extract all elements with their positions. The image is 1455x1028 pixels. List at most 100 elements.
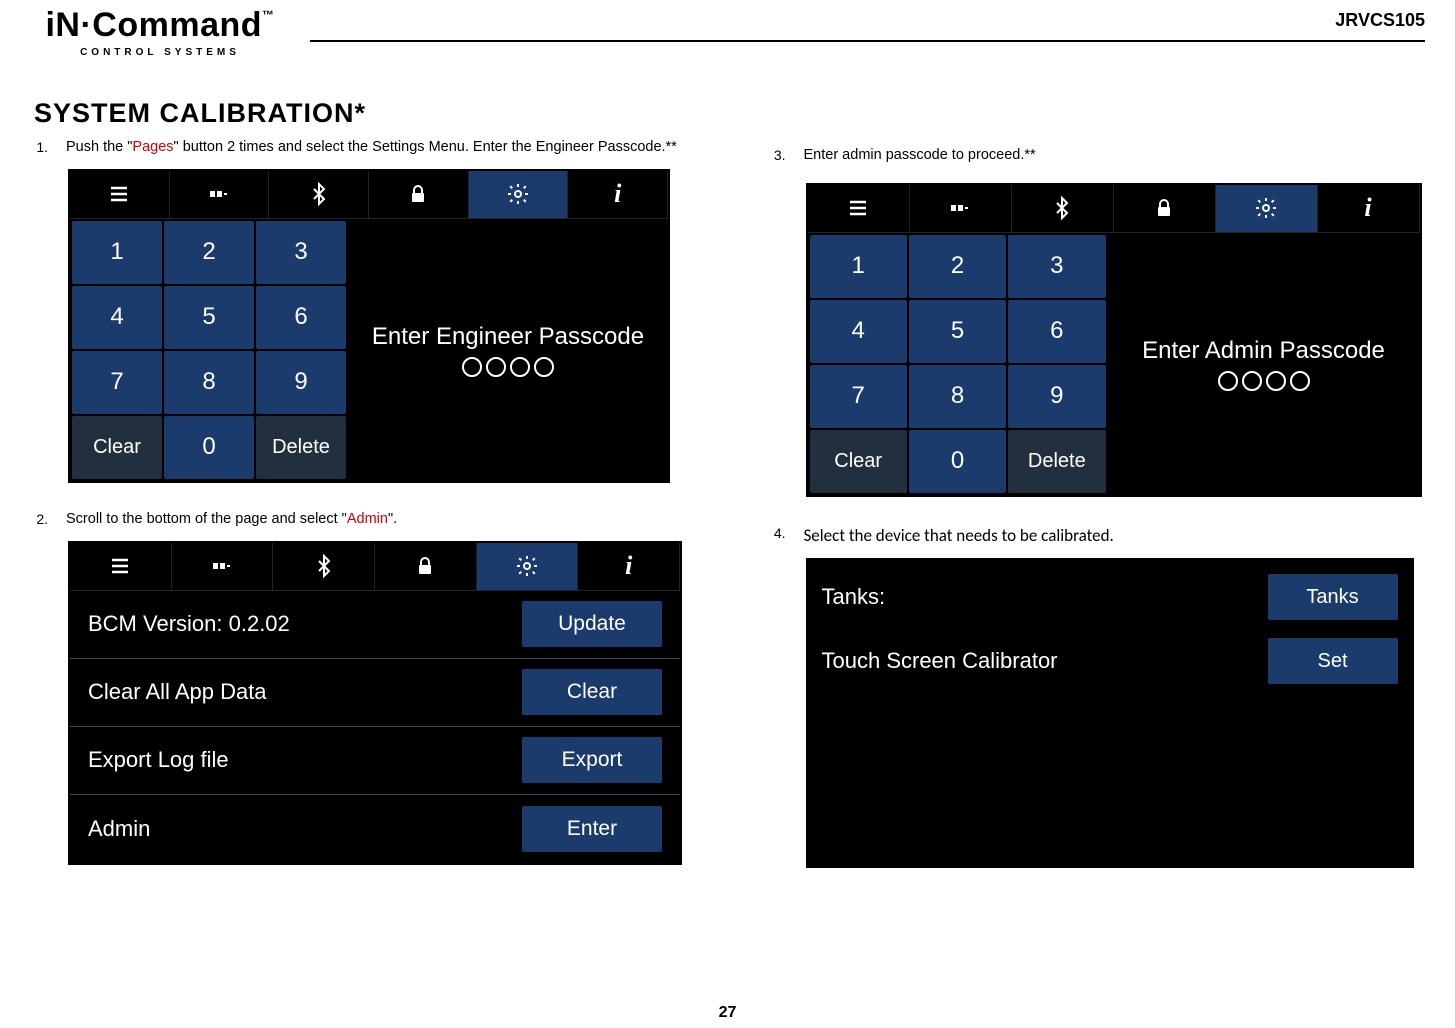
keypad-5[interactable]: 5 <box>164 286 254 349</box>
passcode-panel-3: Enter Admin Passcode <box>1108 233 1420 495</box>
settings-list: BCM Version: 0.2.02 Update Clear All App… <box>70 591 680 863</box>
nav-bluetooth[interactable] <box>269 171 369 219</box>
tanks-button[interactable]: Tanks <box>1268 574 1398 620</box>
info-icon: i <box>625 551 632 581</box>
keypad-1[interactable]: 1 <box>72 221 162 284</box>
export-log-label: Export Log file <box>88 747 229 773</box>
step-1-text: Push the "Pages" button 2 times and sele… <box>66 137 677 159</box>
keypad-6[interactable]: 6 <box>1008 300 1105 363</box>
nav-settings[interactable] <box>477 543 579 591</box>
keypad-2[interactable]: 2 <box>164 221 254 284</box>
keypad-8[interactable]: 8 <box>164 351 254 414</box>
set-button[interactable]: Set <box>1268 638 1398 684</box>
dot-icon <box>1242 371 1262 391</box>
dot-icon <box>462 357 482 377</box>
clear-button[interactable]: Clear <box>522 669 662 715</box>
nav-settings[interactable] <box>469 171 569 219</box>
step-2-pre: Scroll to the bottom of the page and sel… <box>66 511 347 527</box>
keypad-4[interactable]: 4 <box>72 286 162 349</box>
nav-bar: i <box>808 185 1420 233</box>
keypad-0[interactable]: 0 <box>164 416 254 479</box>
keypad-4[interactable]: 4 <box>810 300 907 363</box>
keypad-delete[interactable]: Delete <box>256 416 346 479</box>
step-1-pre: Push the " <box>66 139 132 155</box>
passcode-label-3: Enter Admin Passcode <box>1142 337 1385 365</box>
keypad-grid: 1 2 3 4 5 6 7 8 9 Clear 0 Delete <box>70 219 348 481</box>
gear-icon <box>1254 196 1278 220</box>
nav-battery[interactable] <box>910 185 1012 233</box>
step-2-num: 2. <box>30 509 48 527</box>
keypad-6[interactable]: 6 <box>256 286 346 349</box>
passcode-label-1: Enter Engineer Passcode <box>372 323 644 351</box>
nav-info[interactable]: i <box>568 171 668 219</box>
nav-bar: i <box>70 171 668 219</box>
screenshot-4: Tanks: Tanks Touch Screen Calibrator Set <box>806 558 1414 868</box>
step-2-red: Admin <box>347 511 388 527</box>
step-2-post: ". <box>388 511 397 527</box>
keypad-3[interactable]: 3 <box>256 221 346 284</box>
nav-bluetooth[interactable] <box>1012 185 1114 233</box>
keypad-screen-1: 1 2 3 4 5 6 7 8 9 Clear 0 Delete Enter E… <box>70 219 668 481</box>
nav-battery[interactable] <box>170 171 270 219</box>
nav-lock[interactable] <box>375 543 477 591</box>
keypad-9[interactable]: 9 <box>1008 365 1105 428</box>
keypad-7[interactable]: 7 <box>810 365 907 428</box>
menu-icon <box>846 196 870 220</box>
keypad-3[interactable]: 3 <box>1008 235 1105 298</box>
step-4-text: Select the device that needs to be calib… <box>804 523 1114 549</box>
battery-icon <box>207 182 231 206</box>
step-1-red: Pages <box>132 139 173 155</box>
clear-data-label: Clear All App Data <box>88 679 267 705</box>
update-button[interactable]: Update <box>522 601 662 647</box>
keypad-delete[interactable]: Delete <box>1008 430 1105 493</box>
touch-calibrator-label: Touch Screen Calibrator <box>822 648 1058 674</box>
tanks-label: Tanks: <box>822 584 886 610</box>
screenshot-2: i BCM Version: 0.2.02 Update Clear All A… <box>68 541 682 865</box>
keypad-2[interactable]: 2 <box>909 235 1006 298</box>
lock-icon <box>413 554 437 578</box>
header-right: JRVCS105 <box>290 6 1425 42</box>
keypad-0[interactable]: 0 <box>909 430 1006 493</box>
nav-info[interactable]: i <box>1318 185 1420 233</box>
keypad-8[interactable]: 8 <box>909 365 1006 428</box>
export-button[interactable]: Export <box>522 737 662 783</box>
bcm-version-label: BCM Version: 0.2.02 <box>88 611 290 637</box>
enter-button[interactable]: Enter <box>522 806 662 852</box>
keypad-5[interactable]: 5 <box>909 300 1006 363</box>
left-column: 1. Push the "Pages" button 2 times and s… <box>30 137 688 891</box>
step-2-text: Scroll to the bottom of the page and sel… <box>66 509 397 531</box>
gear-icon <box>515 554 539 578</box>
header-rule <box>310 40 1425 42</box>
keypad-clear[interactable]: Clear <box>810 430 907 493</box>
nav-lock[interactable] <box>1114 185 1216 233</box>
row-admin: Admin Enter <box>70 795 680 863</box>
keypad-9[interactable]: 9 <box>256 351 346 414</box>
nav-info[interactable]: i <box>578 543 680 591</box>
nav-settings[interactable] <box>1216 185 1318 233</box>
info-icon: i <box>1364 193 1371 223</box>
screenshot-1: i 1 2 3 4 5 6 7 8 9 Clear 0 Delete <box>68 169 670 483</box>
nav-menu[interactable] <box>70 171 170 219</box>
right-column: 3. Enter admin passcode to proceed.** i … <box>768 137 1426 891</box>
keypad-grid: 1 2 3 4 5 6 7 8 9 Clear 0 Delete <box>808 233 1108 495</box>
menu-icon <box>107 182 131 206</box>
nav-lock[interactable] <box>369 171 469 219</box>
page-header: iN·Command™ CONTROL SYSTEMS JRVCS105 <box>30 0 1425 58</box>
step-3: 3. Enter admin passcode to proceed.** <box>768 145 1426 167</box>
keypad-7[interactable]: 7 <box>72 351 162 414</box>
model-number: JRVCS105 <box>1335 10 1425 31</box>
page-number: 27 <box>719 1004 737 1022</box>
logo-text-pre: iN <box>45 6 80 45</box>
row-touch-calibrator: Touch Screen Calibrator Set <box>822 638 1398 684</box>
keypad-1[interactable]: 1 <box>810 235 907 298</box>
lock-icon <box>1152 196 1176 220</box>
nav-bluetooth[interactable] <box>273 543 375 591</box>
dot-icon <box>486 357 506 377</box>
keypad-clear[interactable]: Clear <box>72 416 162 479</box>
nav-menu[interactable] <box>808 185 910 233</box>
dot-icon <box>534 357 554 377</box>
nav-menu[interactable] <box>70 543 172 591</box>
nav-battery[interactable] <box>172 543 274 591</box>
step-3-text: Enter admin passcode to proceed.** <box>804 145 1036 167</box>
battery-icon <box>210 554 234 578</box>
